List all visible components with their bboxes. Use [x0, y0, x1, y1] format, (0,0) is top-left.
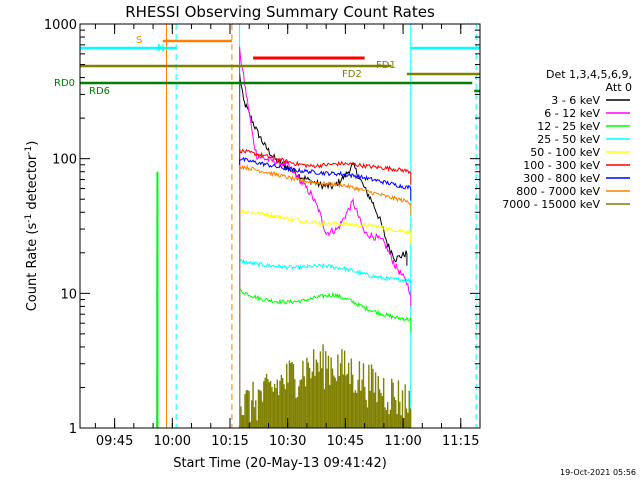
- y-tick-label-3: 1000: [44, 18, 77, 33]
- series-2-line: [239, 288, 412, 428]
- y-axis-label-part-2: detector: [25, 154, 40, 214]
- x-tick-label-5: 11:00: [384, 434, 421, 449]
- y-axis-label-part-3: -1: [24, 146, 34, 155]
- legend-label-1: 6 - 12 keV: [544, 107, 600, 120]
- series-7-line: [239, 164, 412, 428]
- y-axis-label-part-1: -1: [24, 214, 34, 223]
- segment-label-n: N: [157, 43, 164, 54]
- x-tick-label-0: 09:45: [96, 434, 133, 449]
- x-tick-label-4: 10:45: [327, 434, 364, 449]
- legend-label-2: 12 - 25 keV: [537, 120, 600, 133]
- series-8: [238, 344, 412, 428]
- y-axis-label-part-4: ): [25, 141, 40, 146]
- segment-label-s: S: [136, 35, 142, 46]
- series-3-line: [239, 258, 412, 428]
- plot-frame: [79, 23, 481, 429]
- x-tick-label-6: 11:15: [442, 434, 479, 449]
- legend-label-3: 25 - 50 keV: [537, 133, 600, 146]
- series-1-line: [239, 46, 412, 428]
- series-0-line: [239, 73, 408, 428]
- legend-label-6: 300 - 800 keV: [523, 172, 600, 185]
- legend-label-5: 100 - 300 keV: [523, 159, 600, 172]
- legend-label-8: 7000 - 15000 keV: [502, 198, 600, 211]
- segment-label-rd0: RD0: [54, 78, 75, 89]
- series-5-line: [239, 148, 412, 428]
- chart-title: RHESSI Observing Summary Count Rates: [125, 3, 435, 21]
- y-tick-label-0: 1: [69, 422, 77, 437]
- legend-label-0: 3 - 6 keV: [551, 94, 600, 107]
- segment-label-rd6: RD6: [89, 86, 110, 97]
- axes: 1 10 100 1000 09:45 10:00 10:15 10:30 10:45 11:00…: [44, 18, 481, 449]
- plot-area: [80, 24, 477, 428]
- segment-label-fd1: FD1: [376, 60, 396, 71]
- x-axis-label: Start Time (20-May-13 09:41:42): [173, 456, 387, 471]
- y-tick-label-2: 100: [52, 153, 77, 168]
- segment-label-fd2: FD2: [342, 69, 362, 80]
- segment-bars: S N FD1 FD2 RD0 RD6: [54, 35, 480, 97]
- legend-header-line1: Det 1,3,4,5,6,9,: [546, 68, 632, 81]
- y-tick-label-1: 10: [60, 287, 77, 302]
- legend-header-line2: Att 0: [606, 81, 632, 94]
- timestamp: 19-Oct-2021 05:56: [560, 468, 636, 477]
- series-6-line: [239, 156, 412, 428]
- x-tick-label-2: 10:15: [211, 434, 248, 449]
- y-axis-label-part-0: Count Rate (s: [25, 223, 40, 312]
- y-axis-label: Count Rate (s-1 detector-1): [24, 141, 40, 312]
- legend-label-4: 50 - 100 keV: [530, 146, 600, 159]
- x-tick-label-3: 10:30: [269, 434, 306, 449]
- legend-label-7: 800 - 7000 keV: [516, 185, 600, 198]
- series-4-line: [239, 209, 412, 428]
- x-tick-label-1: 10:00: [154, 434, 191, 449]
